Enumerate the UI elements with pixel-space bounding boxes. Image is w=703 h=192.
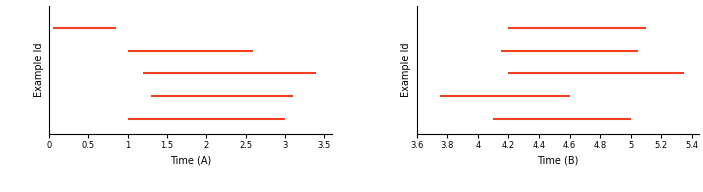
X-axis label: Time (A): Time (A)	[170, 156, 211, 166]
Y-axis label: Example Id: Example Id	[34, 43, 44, 97]
Y-axis label: Example Id: Example Id	[401, 43, 411, 97]
X-axis label: Time (B): Time (B)	[537, 156, 579, 166]
